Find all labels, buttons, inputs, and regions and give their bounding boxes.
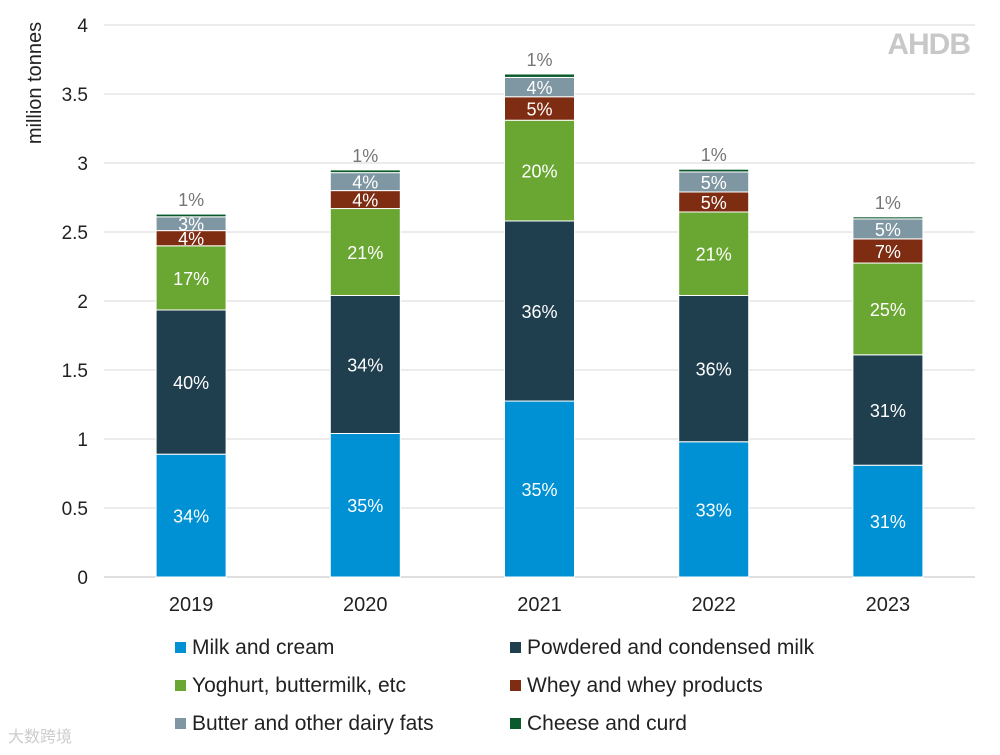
legend-item: Cheese and curd (510, 712, 840, 735)
data-label: 25% (870, 300, 906, 320)
bar-segment (852, 238, 924, 264)
bar-segment (678, 168, 750, 173)
data-label: 5% (875, 220, 901, 240)
data-label: 36% (696, 360, 732, 380)
bar-segment (155, 213, 227, 218)
bar-segment (678, 294, 750, 443)
bar-segment (329, 294, 401, 434)
data-label: 4% (526, 78, 552, 98)
data-label: 21% (347, 243, 383, 263)
x-tick-label: 2019 (169, 594, 214, 616)
data-label: 5% (701, 173, 727, 193)
data-label: 31% (870, 512, 906, 532)
y-axis-title: million tonnes (24, 22, 46, 144)
data-label: 35% (521, 480, 557, 500)
ahdb-logo: AHDB (887, 28, 971, 61)
data-label: 34% (173, 507, 209, 527)
data-label: 5% (701, 193, 727, 213)
data-label: 20% (521, 162, 557, 182)
bar-segment (504, 220, 575, 402)
data-label: 34% (347, 355, 383, 375)
legend-swatch (510, 680, 521, 691)
bar-segment (329, 208, 401, 296)
legend-item: Powdered and condensed milk (510, 636, 840, 659)
legend-label: Cheese and curd (527, 711, 687, 735)
y-tick-label: 1 (77, 430, 88, 451)
data-label: 40% (173, 373, 209, 393)
data-label: 33% (696, 500, 732, 520)
data-label: 35% (347, 496, 383, 516)
y-tick-label: 3.5 (62, 85, 88, 106)
legend-swatch (510, 718, 521, 729)
bar-segment (329, 169, 401, 174)
bar-segment (504, 119, 575, 222)
data-label: 1% (701, 145, 727, 165)
x-tick-label: 2023 (866, 594, 911, 616)
x-tick-label: 2021 (517, 594, 562, 616)
watermark: 大数跨境 (8, 729, 73, 746)
bar-segment (852, 354, 924, 466)
bar-segment (504, 73, 575, 78)
data-label: 1% (352, 146, 378, 166)
data-label: 1% (178, 190, 204, 210)
legend-label: Whey and whey products (527, 673, 763, 697)
data-label: 5% (526, 99, 552, 119)
y-tick-label: 0 (77, 568, 88, 589)
legend-item: Yoghurt, buttermilk, etc (175, 674, 510, 697)
data-label: 1% (875, 193, 901, 213)
legend-item: Butter and other dairy fats (175, 712, 510, 735)
data-label: 17% (173, 269, 209, 289)
y-tick-label: 1.5 (62, 361, 88, 382)
data-label: 36% (521, 302, 557, 322)
x-tick-label: 2020 (343, 594, 388, 616)
legend-item: Whey and whey products (510, 674, 840, 697)
y-tick-label: 0.5 (62, 499, 88, 520)
data-label: 7% (875, 242, 901, 262)
y-tick-label: 2 (77, 292, 88, 313)
bar-segment (852, 216, 924, 220)
data-label: 4% (352, 191, 378, 211)
bar-segment (852, 464, 924, 578)
legend-label: Milk and cream (192, 635, 335, 659)
bar-segment (852, 262, 924, 356)
data-label: 4% (178, 229, 204, 249)
x-tick-label: 2022 (691, 594, 736, 616)
bar-segment (155, 245, 227, 311)
legend-label: Yoghurt, buttermilk, etc (192, 673, 406, 697)
data-label: 1% (526, 50, 552, 70)
legend-swatch (510, 642, 521, 653)
legend-label: Powdered and condensed milk (527, 635, 815, 659)
y-tick-label: 3 (77, 154, 88, 175)
data-label: 31% (870, 401, 906, 421)
data-label: 21% (696, 245, 732, 265)
legend-swatch (175, 680, 186, 691)
y-tick-label: 2.5 (62, 223, 88, 244)
bar-segment (678, 211, 750, 296)
legend-label: Butter and other dairy fats (192, 711, 434, 735)
bar-segment (329, 432, 401, 578)
legend-swatch (175, 642, 186, 653)
legend-swatch (175, 718, 186, 729)
y-tick-label: 4 (77, 16, 88, 37)
legend-item: Milk and cream (175, 636, 510, 659)
data-label: 3% (178, 215, 204, 235)
data-label: 4% (352, 173, 378, 193)
bar-segment (678, 441, 750, 578)
legend: Milk and cream Powdered and condensed mil… (175, 636, 840, 735)
